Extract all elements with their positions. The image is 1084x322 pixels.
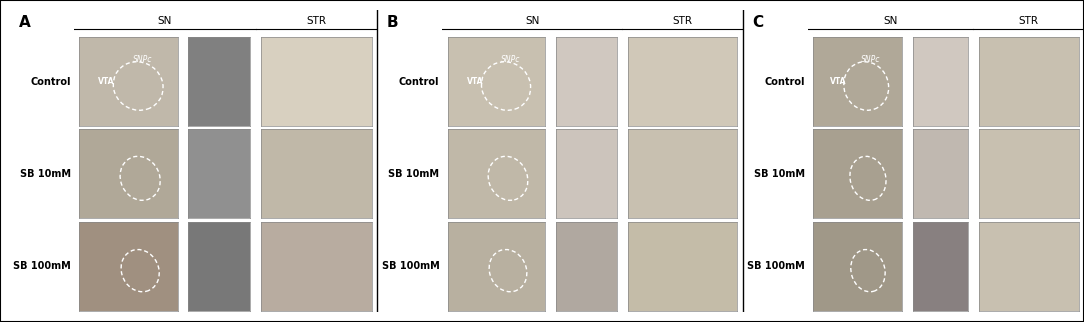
Text: SB 100mM: SB 100mM: [382, 261, 439, 271]
Text: A: A: [18, 15, 30, 30]
Text: VTA: VTA: [467, 77, 483, 86]
Text: STR: STR: [307, 16, 326, 26]
Text: STR: STR: [672, 16, 693, 26]
Text: VTA: VTA: [829, 77, 847, 86]
Text: SB 10mM: SB 10mM: [388, 169, 439, 179]
Text: VTA: VTA: [99, 77, 115, 86]
Text: SN: SN: [157, 16, 172, 26]
Text: SNPc: SNPc: [501, 55, 520, 64]
Text: STR: STR: [1019, 16, 1038, 26]
Text: C: C: [752, 15, 763, 30]
Text: SB 10mM: SB 10mM: [20, 169, 70, 179]
Text: SNPc: SNPc: [133, 55, 153, 64]
Text: Control: Control: [30, 77, 70, 87]
Text: SB 100mM: SB 100mM: [747, 261, 804, 271]
Text: B: B: [387, 15, 399, 30]
Text: SNPc: SNPc: [861, 55, 880, 64]
Text: SN: SN: [525, 16, 540, 26]
Text: SB 10mM: SB 10mM: [753, 169, 804, 179]
Text: SN: SN: [883, 16, 898, 26]
Text: SB 100mM: SB 100mM: [13, 261, 70, 271]
Text: Control: Control: [399, 77, 439, 87]
Text: Control: Control: [764, 77, 804, 87]
